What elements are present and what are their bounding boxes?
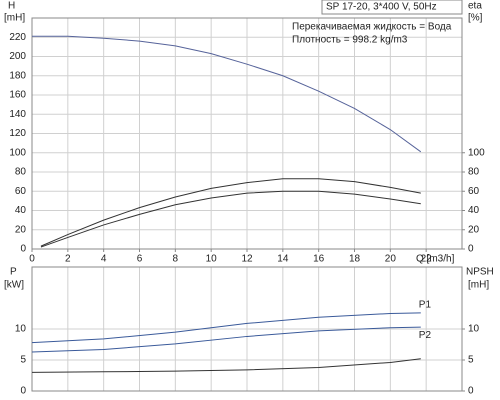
y-tick-label: 200 (9, 51, 26, 62)
curve (31, 358, 421, 373)
x-tick-label: 20 (385, 254, 397, 265)
y-tick-label: 160 (9, 90, 26, 101)
y2-tick-label: 0 (468, 244, 474, 255)
y-tick-label: 0 (20, 244, 26, 255)
y-tick-label: 180 (9, 70, 26, 81)
y-tick-label: 0 (20, 386, 26, 397)
x-tick-label: 6 (137, 254, 143, 265)
x-tick-label: 22 (421, 254, 433, 265)
y-tick-label: 20 (15, 224, 27, 235)
y-tick-label: 5 (20, 355, 26, 366)
x-tick-label: 14 (277, 254, 289, 265)
y-tick-label: 100 (9, 147, 26, 158)
curve (32, 35, 422, 153)
y2-tick-label: 20 (468, 224, 480, 235)
curve (31, 326, 421, 353)
plot-frame (31, 17, 463, 250)
x-tick-label: 16 (313, 254, 325, 265)
y2-tick-label: 0 (468, 386, 474, 397)
curve (40, 178, 421, 247)
plot-frame (31, 266, 463, 392)
curve (31, 312, 421, 344)
y-tick-label: 10 (15, 324, 27, 335)
y-axis-label: [mH] (4, 13, 25, 24)
title-box (321, 0, 463, 15)
y-axis-label: [kW] (4, 280, 24, 291)
y2-axis-label: [%] (468, 13, 483, 24)
annotation: Перекачиваемая жидкость = Вода (292, 22, 452, 33)
x-tick-label: 10 (206, 254, 218, 265)
y2-tick-label: 5 (468, 355, 474, 366)
y-tick-label: 120 (9, 128, 26, 139)
y-tick-label: 60 (15, 186, 27, 197)
y-axis-label: P (10, 267, 17, 278)
y-tick-label: 220 (9, 32, 26, 43)
y2-axis-label: NPSH (466, 267, 494, 278)
x-tick-label: 8 (173, 254, 179, 265)
curve (40, 190, 421, 248)
y2-axis-label: eta (468, 1, 482, 12)
x-axis-label: Q [m3/h] (416, 254, 455, 265)
y2-tick-label: 100 (468, 147, 485, 158)
y-tick-label: 80 (15, 167, 27, 178)
y2-tick-label: 80 (468, 167, 480, 178)
y-tick-label: 40 (15, 205, 27, 216)
chart-title: SP 17-20, 3*400 V, 50Hz (326, 2, 437, 13)
x-tick-label: 2 (65, 254, 71, 265)
x-tick-label: 12 (241, 254, 253, 265)
y-axis-label: H (8, 1, 15, 12)
y-tick-label: 140 (9, 109, 26, 120)
x-tick-label: 4 (101, 254, 107, 265)
x-tick-label: 18 (349, 254, 361, 265)
annotation: Плотность = 998.2 kg/m3 (292, 35, 408, 46)
y2-tick-label: 10 (468, 324, 480, 335)
series-label: P1 (419, 300, 432, 311)
x-tick-label: 0 (29, 254, 35, 265)
y2-tick-label: 60 (468, 186, 480, 197)
y2-tick-label: 40 (468, 205, 480, 216)
y2-axis-label: [mH] (468, 280, 489, 291)
series-label: P2 (419, 330, 432, 341)
